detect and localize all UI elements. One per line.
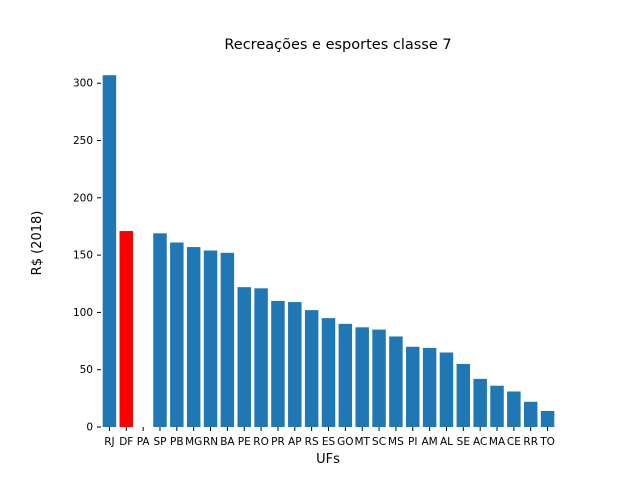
bar-pr: [271, 300, 285, 427]
bar-pe: [237, 287, 251, 427]
y-axis: 0 50 100 150 200 250 300: [73, 78, 101, 434]
bars: [102, 75, 555, 427]
x-axis: RJ DF PA SP PB MG RN BA PE RO PR AP RS ES GO MT SC MS PI AM…: [104, 427, 555, 448]
chart-title: Recreações e esportes classe 7: [224, 37, 451, 53]
y-tick-label: 150: [73, 250, 93, 262]
x-tick-label-ce: CE: [507, 436, 521, 448]
x-tick-label-ac: AC: [473, 436, 487, 448]
y-tick-label: 250: [73, 135, 93, 147]
bar-al: [439, 352, 454, 427]
x-tick-label-mg: MG: [185, 436, 202, 448]
x-tick-label-to: TO: [539, 436, 555, 448]
x-tick-label-pe: PE: [238, 436, 251, 448]
bar-rn: [203, 250, 218, 427]
bar-ms: [389, 336, 403, 427]
x-tick-label-rs: RS: [305, 436, 319, 448]
y-axis-label: R$ (2018): [30, 211, 45, 276]
x-tick-label-pr: PR: [271, 436, 285, 448]
x-tick-label-sc: SC: [372, 436, 386, 448]
x-tick-label-pb: PB: [170, 436, 184, 448]
bar-es: [321, 318, 336, 427]
bar-rs: [304, 310, 319, 427]
bar-df: [119, 231, 134, 427]
bar-pb: [170, 242, 184, 427]
bar-ro: [254, 288, 268, 427]
bar-ce: [507, 391, 521, 427]
bar-ba: [220, 252, 235, 427]
x-tick-label-ms: MS: [388, 436, 404, 448]
x-tick-label-am: AM: [421, 436, 437, 448]
x-tick-label-go: GO: [337, 436, 353, 448]
bar-ac: [473, 378, 487, 427]
x-tick-label-se: SE: [457, 436, 470, 448]
bar-to: [540, 410, 555, 427]
x-tick-label-ma: MA: [489, 436, 506, 448]
bar-rj: [102, 75, 117, 427]
x-tick-label-ba: BA: [220, 436, 235, 448]
y-tick-label: 100: [73, 307, 93, 319]
y-tick-label: 200: [73, 192, 93, 204]
x-tick-label-ap: AP: [288, 436, 302, 448]
bar-mg: [186, 247, 201, 427]
x-tick-label-sp: SP: [153, 436, 166, 448]
bar-sp: [153, 233, 167, 427]
x-tick-label-rr: RR: [523, 436, 538, 448]
x-tick-label-rj: RJ: [104, 436, 114, 448]
x-tick-label-pi: PI: [408, 436, 417, 448]
x-tick-label-es: ES: [322, 436, 336, 448]
y-tick-label: 50: [80, 364, 93, 376]
bar-se: [456, 363, 471, 427]
bar-sc: [372, 329, 386, 427]
bar-mt: [355, 327, 369, 427]
x-tick-label-df: DF: [119, 436, 133, 448]
bar-ma: [490, 385, 504, 427]
y-tick-label: 0: [86, 422, 93, 434]
bar-pi: [406, 346, 420, 427]
x-tick-label-rn: RN: [203, 436, 218, 448]
x-axis-label: UFs: [316, 452, 340, 467]
bar-rr: [523, 401, 538, 427]
bar-ap: [288, 302, 302, 427]
x-tick-label-mt: MT: [354, 436, 370, 448]
bar-am: [422, 347, 437, 427]
bar-go: [338, 323, 353, 427]
y-tick-label: 300: [73, 78, 93, 90]
x-tick-label-pa: PA: [137, 436, 151, 448]
x-tick-label-ro: RO: [253, 436, 269, 448]
x-tick-label-al: AL: [440, 436, 453, 448]
